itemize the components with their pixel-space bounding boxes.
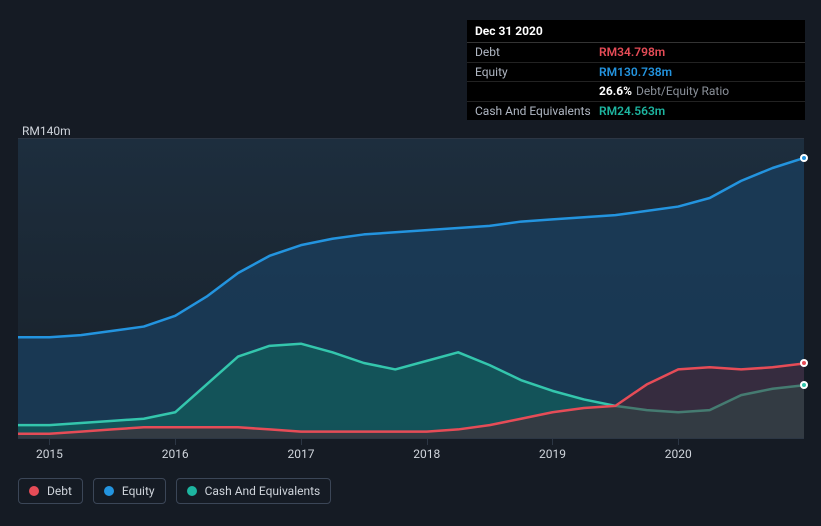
legend-item-cash[interactable]: Cash And Equivalents	[176, 478, 332, 504]
legend-label-debt: Debt	[47, 484, 72, 498]
xtick	[175, 439, 176, 445]
tooltip-cash-value: RM24.563m	[599, 104, 665, 118]
xtick	[678, 439, 679, 445]
legend-item-debt[interactable]: Debt	[18, 478, 83, 504]
tooltip-equity-value: RM130.738m	[599, 65, 672, 79]
legend-swatch-equity	[104, 486, 114, 496]
ytick-140: RM140m	[22, 124, 71, 138]
chart-tooltip: Dec 31 2020 Debt RM34.798m Equity RM130.…	[467, 20, 805, 120]
tooltip-debt-value: RM34.798m	[599, 45, 665, 59]
endpoint-equity	[800, 154, 808, 162]
tooltip-ratio-pct: 26.6%	[599, 84, 632, 98]
tooltip-row-ratio: 26.6% Debt/Equity Ratio	[467, 82, 805, 101]
tooltip-row-cash: Cash And Equivalents RM24.563m	[467, 102, 805, 120]
legend-swatch-debt	[29, 486, 39, 496]
legend-swatch-cash	[187, 486, 197, 496]
tooltip-debt-label: Debt	[475, 45, 599, 59]
chart-svg	[18, 138, 804, 438]
xtick	[427, 439, 428, 445]
chart-legend: Debt Equity Cash And Equivalents	[18, 478, 331, 504]
xtick	[49, 439, 50, 445]
legend-label-equity: Equity	[122, 484, 155, 498]
tooltip-cash-label: Cash And Equivalents	[475, 104, 599, 118]
xtick	[552, 439, 553, 445]
legend-label-cash: Cash And Equivalents	[205, 484, 321, 498]
chart-plot-area[interactable]	[18, 138, 804, 438]
x-axis: 2015 2016 2017 2018 2019 2020	[18, 438, 804, 462]
xtick-label: 2017	[287, 447, 314, 461]
endpoint-cash	[800, 381, 808, 389]
xtick	[301, 439, 302, 445]
legend-item-equity[interactable]: Equity	[93, 478, 166, 504]
xtick-label: 2018	[413, 447, 440, 461]
tooltip-date: Dec 31 2020	[467, 20, 805, 43]
tooltip-row-equity: Equity RM130.738m	[467, 63, 805, 82]
tooltip-row-debt: Debt RM34.798m	[467, 43, 805, 62]
xtick-label: 2020	[665, 447, 692, 461]
endpoint-debt	[800, 359, 808, 367]
xtick-label: 2016	[162, 447, 189, 461]
debt-equity-chart: Dec 31 2020 Debt RM34.798m Equity RM130.…	[0, 0, 821, 526]
xtick-label: 2015	[36, 447, 63, 461]
tooltip-equity-label: Equity	[475, 65, 599, 79]
xtick-label: 2019	[539, 447, 566, 461]
tooltip-ratio-label: Debt/Equity Ratio	[636, 84, 729, 98]
